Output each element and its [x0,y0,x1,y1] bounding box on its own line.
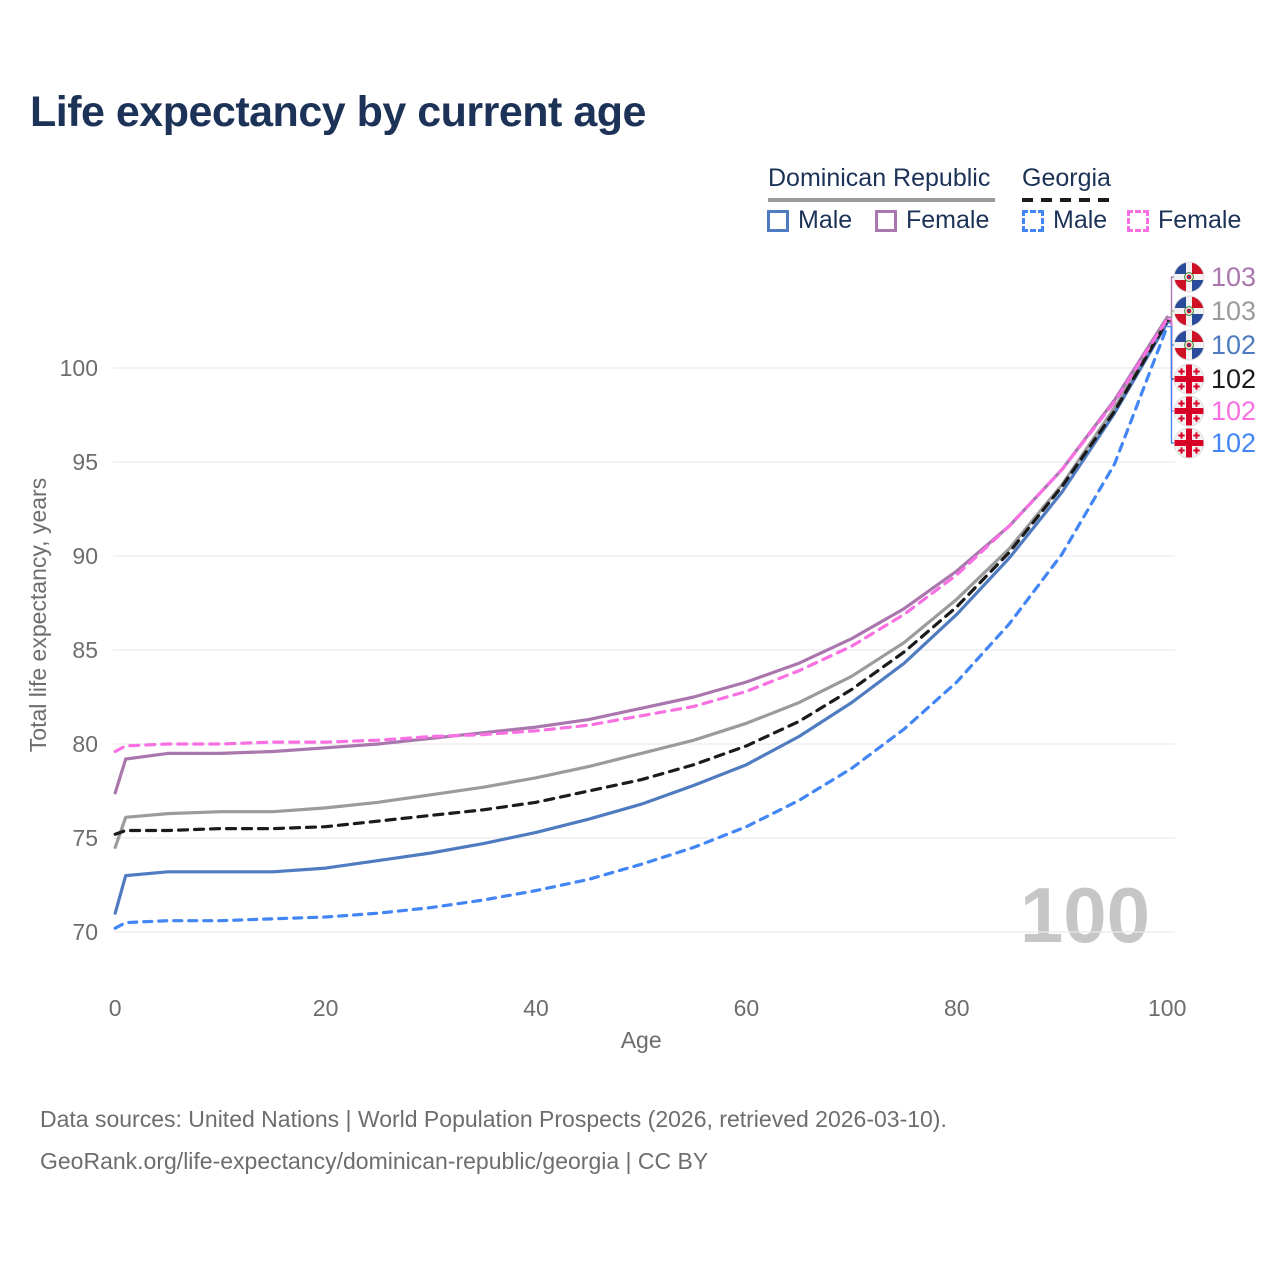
dr-female-swatch-icon [875,209,897,232]
y-tick-label: 95 [72,449,98,475]
series-line-dr-total[interactable] [113,317,1169,849]
series-line-dr-male[interactable] [113,321,1169,915]
georgia-flag-icon [1173,427,1205,459]
legend-item-label: Male [1053,206,1108,234]
y-tick-label: 100 [60,355,98,381]
end-value-label-ge-male: 102 [1211,428,1256,458]
series-line-ge-female[interactable] [113,317,1169,754]
legend-group-dominican-republic[interactable]: Dominican Republic [768,164,995,202]
ge-female-swatch-icon [1127,209,1149,232]
attribution-text: GeoRank.org/life-expectancy/dominican-re… [40,1148,709,1174]
page-title: Life expectancy by current age [30,88,646,136]
dominican-republic-flag-icon [1173,329,1205,361]
y-tick-label: 85 [72,637,98,663]
legend-item-label: Male [798,206,853,234]
legend-item-ge-female[interactable]: Female [1127,206,1241,235]
x-axis-title: Age [621,1027,662,1053]
y-tick-label: 70 [72,919,98,945]
legend-group-label: Georgia [1022,164,1111,192]
end-value-label-dr-female: 103 [1211,262,1256,292]
ge-male-swatch-icon [1022,209,1044,232]
x-tick-label: 60 [734,995,760,1021]
series-line-ge-total[interactable] [113,319,1169,836]
legend-item-dr-female[interactable]: Female [875,206,989,235]
x-tick-label: 0 [109,995,122,1021]
series-line-dr-female[interactable] [113,315,1169,795]
dashed-line-swatch [1022,198,1112,202]
solid-line-swatch [768,198,995,202]
y-tick-label: 80 [72,731,98,757]
y-tick-label: 75 [72,825,98,851]
legend-item-label: Female [1158,206,1242,234]
legend-group-georgia[interactable]: Georgia [1022,164,1112,202]
life-expectancy-chart: 100 70 75 80 85 90 95 100 0 20 40 60 80 100 Age Total l… [25,261,1256,1053]
end-value-label-ge-female: 102 [1211,396,1256,426]
end-value-label-ge-total: 102 [1211,364,1256,394]
georgia-flag-icon [1173,363,1205,395]
dominican-republic-flag-icon [1173,261,1205,293]
end-label-leader-line [1167,276,1174,318]
end-label-leader-line [1167,320,1174,380]
x-tick-label: 40 [523,995,549,1021]
y-tick-label: 90 [72,543,98,569]
georgia-flag-icon [1173,395,1205,427]
legend-item-dr-male[interactable]: Male [767,206,852,235]
legend-item-ge-male[interactable]: Male [1022,206,1107,235]
end-value-label-dr-total: 103 [1211,296,1256,326]
legend-item-label: Female [906,206,990,234]
y-axis-title: Total life expectancy, years [25,478,51,752]
dr-male-swatch-icon [767,209,789,232]
legend-group-label: Dominican Republic [768,164,991,192]
end-value-label-dr-male: 102 [1211,330,1256,360]
end-label-leader-line [1167,318,1174,412]
x-tick-label: 100 [1148,995,1186,1021]
end-label-leader-line [1167,325,1174,444]
x-tick-label: 80 [944,995,970,1021]
data-sources-text: Data sources: United Nations | World Pop… [40,1106,947,1132]
dominican-republic-flag-icon [1173,295,1205,327]
x-tick-label: 20 [313,995,339,1021]
watermark-age-counter: 100 [1020,871,1150,959]
